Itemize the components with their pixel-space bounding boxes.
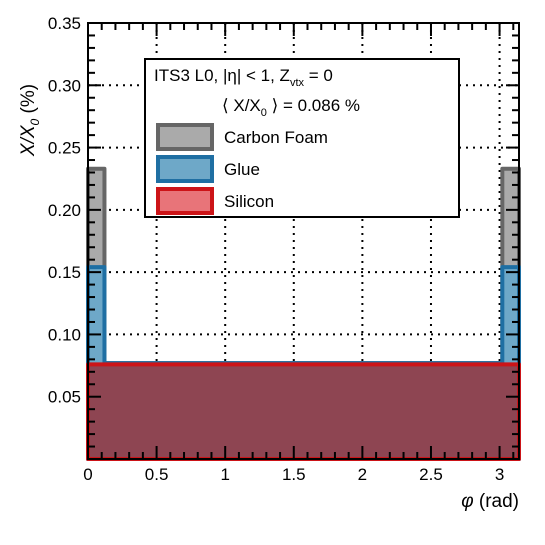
legend-entry-glue: Glue (156, 155, 260, 183)
x-tick-label: 2.5 (419, 465, 443, 484)
y-tick-label: 0.25 (48, 139, 81, 158)
legend-swatch-carbon-foam (156, 123, 214, 151)
x-tick-label: 1.5 (282, 465, 306, 484)
y-axis-title: X/X0 (%) (18, 84, 42, 157)
legend-entry-carbon-foam: Carbon Foam (156, 123, 328, 151)
y-tick-label: 0.15 (48, 263, 81, 282)
y-tick-label: 0.35 (48, 14, 81, 33)
axis-ticks (87, 22, 519, 459)
x-tick-label: 2 (358, 465, 367, 484)
legend-label-carbon-foam: Carbon Foam (224, 128, 328, 147)
plot-frame (87, 22, 520, 460)
legend-entries: Carbon Foam Glue Silicon (156, 123, 328, 215)
x-axis-title: φ (rad) (461, 491, 519, 512)
x-tick-label: 0 (83, 465, 92, 484)
y-tick-label: 0.30 (48, 76, 81, 95)
x-tick-label: 0.5 (145, 465, 169, 484)
legend-average: ⟨ X/X0 ⟩ = 0.086 % (222, 96, 360, 119)
y-tick-label: 0.10 (48, 325, 81, 344)
legend-label-glue: Glue (224, 160, 260, 179)
legend-entry-silicon: Silicon (156, 187, 274, 215)
area-silicon (86, 362, 521, 461)
y-tick-label: 0.20 (48, 201, 81, 220)
legend-title: ITS3 L0, |η| < 1, Zvtx = 0 (154, 66, 333, 89)
legend: ITS3 L0, |η| < 1, Zvtx = 0 ⟨ X/X0 ⟩ = 0.… (144, 58, 460, 218)
x-tick-label: 3 (495, 465, 504, 484)
tick-labels: 0 0.5 1 1.5 2 2.5 3 0.05 0.10 0.15 0.20 0.25 0.30 0.3… (48, 14, 504, 484)
legend-swatch-glue (156, 155, 214, 183)
legend-swatch-silicon (156, 187, 214, 215)
series-silicon (86, 362, 521, 461)
y-tick-label: 0.05 (48, 388, 81, 407)
legend-label-silicon: Silicon (224, 192, 274, 211)
x-tick-label: 1 (220, 465, 229, 484)
